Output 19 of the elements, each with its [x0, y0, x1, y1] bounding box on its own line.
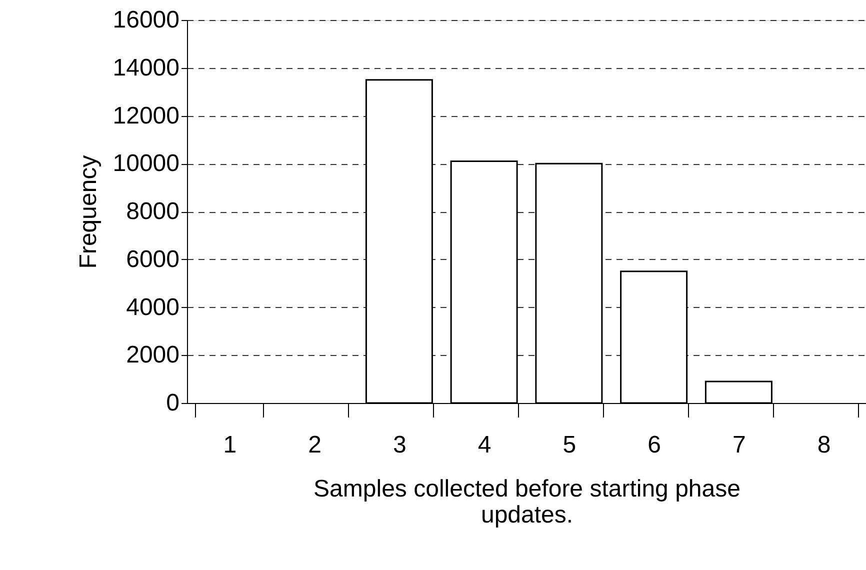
x-tick-label: 5: [562, 432, 576, 458]
x-tick-label: 6: [648, 432, 661, 458]
x-axis-title: Samples collected before starting phase updates.: [314, 476, 740, 528]
y-tick-label: 6000: [126, 246, 180, 273]
x-tick-label: 2: [308, 432, 322, 458]
y-tick-label: 12000: [112, 102, 180, 130]
x-tick-label: 8: [817, 432, 831, 458]
y-tick-label: 16000: [112, 6, 180, 34]
y-tick-label: 14000: [112, 54, 180, 82]
x-tick-label: 3: [393, 432, 406, 458]
y-axis-title: Frequency: [74, 155, 102, 269]
x-tick-label: 7: [732, 432, 746, 458]
y-tick-label: 4000: [126, 294, 180, 321]
y-tick-label: 10000: [112, 150, 180, 178]
y-tick-label: 2000: [126, 342, 180, 369]
x-tick-label: 4: [478, 432, 492, 458]
y-tick-label: 0: [166, 390, 180, 416]
y-tick-label: 8000: [126, 198, 180, 225]
x-tick-label: 1: [223, 432, 237, 458]
